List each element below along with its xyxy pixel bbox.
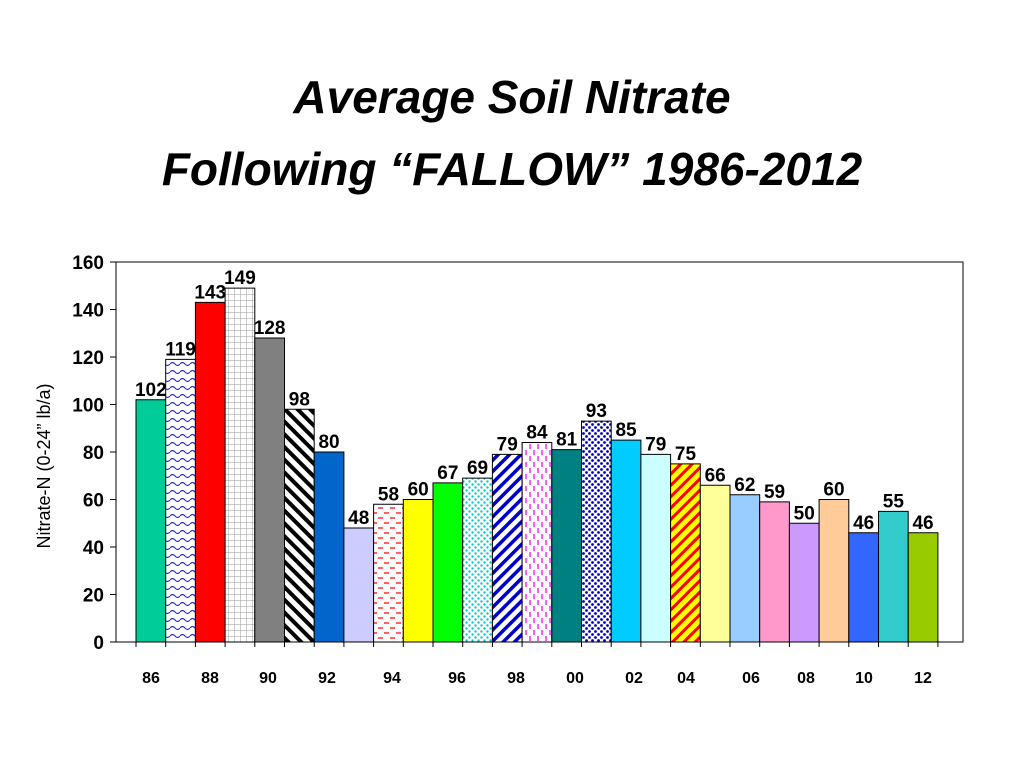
bar bbox=[848, 532, 879, 643]
x-tick-label: 12 bbox=[914, 670, 932, 687]
bar bbox=[729, 494, 761, 643]
bar-data-label: 128 bbox=[254, 318, 286, 339]
bar bbox=[521, 442, 553, 643]
bar bbox=[284, 408, 315, 643]
bar-data-label: 55 bbox=[883, 491, 905, 512]
x-tick-label: 10 bbox=[855, 670, 873, 687]
bar bbox=[373, 503, 404, 643]
bar-data-label: 67 bbox=[437, 463, 458, 484]
x-tick-label: 88 bbox=[201, 670, 219, 687]
bar bbox=[313, 451, 345, 643]
x-tick-label: 06 bbox=[742, 670, 760, 687]
bar bbox=[788, 522, 820, 643]
y-tick-label: 60 bbox=[83, 491, 104, 512]
bar-data-label: 75 bbox=[675, 444, 697, 465]
bar-data-label: 81 bbox=[556, 430, 578, 451]
y-tick-label: 80 bbox=[83, 443, 104, 464]
bar-data-label: 46 bbox=[912, 513, 933, 534]
bar-data-label: 84 bbox=[526, 423, 548, 444]
y-tick-label: 20 bbox=[83, 586, 104, 607]
bar bbox=[640, 453, 672, 643]
chart-title-line-1: Average Soil Nitrate bbox=[293, 71, 731, 123]
bar bbox=[432, 482, 464, 643]
chart-title-line-2: Following “FALLOW” 1986-2012 bbox=[161, 143, 863, 195]
bar bbox=[491, 453, 523, 643]
x-tick-label: 02 bbox=[625, 670, 643, 687]
bar-data-label: 119 bbox=[165, 339, 196, 360]
bar-data-label: 69 bbox=[467, 458, 488, 479]
y-axis-label: Nitrate-N (0-24” lb/a) bbox=[34, 383, 54, 548]
bar bbox=[907, 532, 939, 643]
bar-data-label: 48 bbox=[348, 508, 369, 529]
y-tick-label: 140 bbox=[72, 301, 104, 322]
bar-data-label: 80 bbox=[318, 432, 339, 453]
x-tick-label: 00 bbox=[566, 670, 584, 687]
bar-data-label: 149 bbox=[224, 268, 256, 289]
bar-data-label: 79 bbox=[497, 434, 518, 455]
x-tick-label: 04 bbox=[677, 670, 695, 687]
x-tick-label: 94 bbox=[383, 670, 401, 687]
plot-area: 0204060801001201401601021191431491289880… bbox=[72, 253, 964, 687]
bar bbox=[581, 420, 612, 643]
bar bbox=[165, 358, 196, 643]
bar-data-label: 93 bbox=[586, 401, 607, 422]
bar-data-label: 50 bbox=[794, 503, 815, 524]
bar bbox=[462, 477, 493, 643]
bar-data-label: 143 bbox=[194, 282, 226, 303]
x-tick-label: 86 bbox=[142, 670, 160, 687]
bar bbox=[818, 499, 850, 643]
x-tick-label: 90 bbox=[259, 670, 277, 687]
bar bbox=[759, 501, 790, 643]
bar bbox=[610, 439, 642, 643]
bar-data-label: 85 bbox=[615, 420, 637, 441]
bar bbox=[224, 287, 256, 643]
y-tick-label: 120 bbox=[72, 348, 104, 369]
bar bbox=[135, 399, 167, 643]
bar-data-label: 46 bbox=[853, 513, 874, 534]
x-tick-label: 96 bbox=[448, 670, 466, 687]
bar-data-label: 66 bbox=[705, 465, 726, 486]
y-tick-label: 100 bbox=[72, 396, 104, 417]
x-tick-label: 08 bbox=[797, 670, 815, 687]
bar-data-label: 102 bbox=[135, 380, 167, 401]
y-tick-label: 0 bbox=[93, 633, 104, 654]
bar bbox=[254, 337, 286, 643]
bar-data-label: 59 bbox=[764, 482, 785, 503]
bar-data-label: 60 bbox=[823, 480, 844, 501]
x-tick-label: 92 bbox=[318, 670, 336, 687]
bar bbox=[670, 463, 701, 643]
bar bbox=[343, 527, 375, 643]
bar-data-label: 62 bbox=[734, 475, 755, 496]
bar bbox=[551, 449, 582, 643]
bar bbox=[194, 301, 226, 643]
bar-data-label: 60 bbox=[408, 480, 429, 501]
bar-data-label: 58 bbox=[378, 484, 399, 505]
bar bbox=[699, 484, 731, 643]
bar-data-label: 98 bbox=[289, 389, 310, 410]
bar-data-label: 79 bbox=[645, 434, 666, 455]
y-tick-label: 40 bbox=[83, 538, 104, 559]
x-tick-label: 98 bbox=[507, 670, 525, 687]
bar bbox=[402, 499, 434, 643]
bar bbox=[878, 510, 909, 643]
y-tick-label: 160 bbox=[72, 253, 104, 274]
